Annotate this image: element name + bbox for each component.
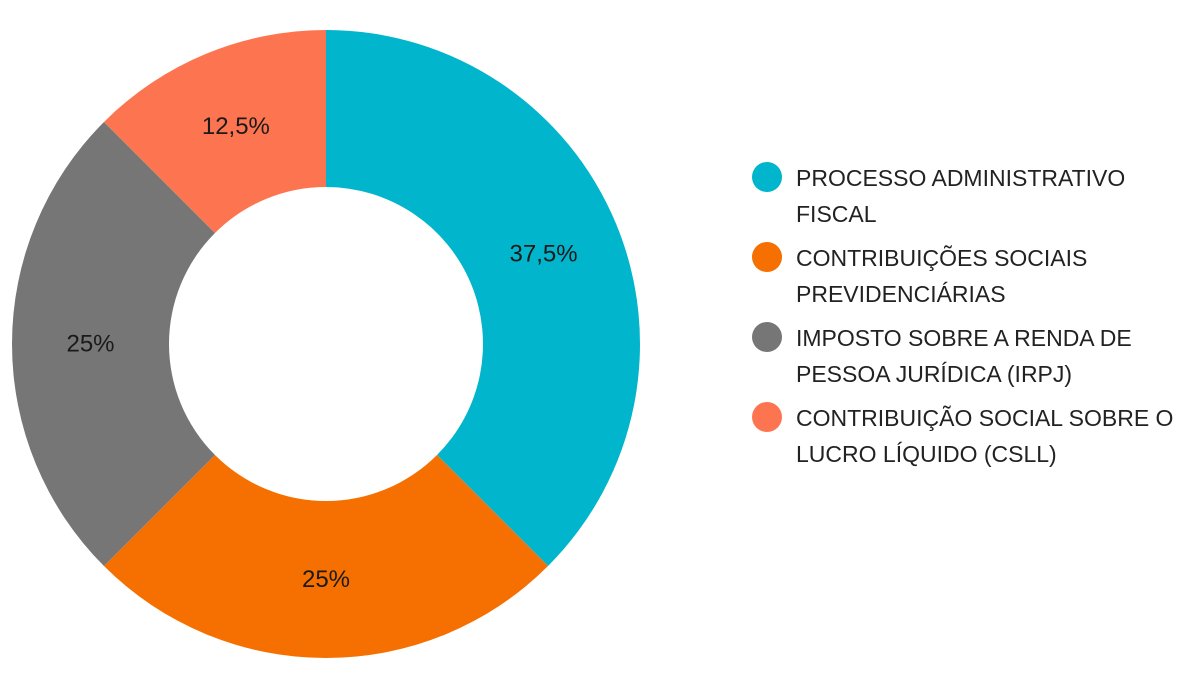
slice-0[interactable] bbox=[326, 30, 641, 567]
legend-item-0[interactable]: PROCESSO ADMINISTRATIVO FISCAL bbox=[752, 160, 1192, 232]
slice-label-2: 25% bbox=[66, 331, 114, 358]
legend-swatch-2 bbox=[752, 322, 782, 352]
slice-labels: 37,5% 25% 25% 12,5% bbox=[66, 113, 577, 593]
donut-plot: 37,5% 25% 25% 12,5% bbox=[12, 30, 641, 659]
legend-swatch-1 bbox=[752, 242, 782, 272]
legend-item-3[interactable]: CONTRIBUIÇÃO SOCIAL SOBRE O LUCRO LÍQUID… bbox=[752, 400, 1192, 472]
legend-label-1: CONTRIBUIÇÕES SOCIAIS PREVIDENCIÁRIAS bbox=[796, 245, 1088, 307]
legend: PROCESSO ADMINISTRATIVO FISCAL CONTRIBUI… bbox=[752, 160, 1192, 480]
slice-label-1: 25% bbox=[302, 566, 350, 593]
legend-item-1[interactable]: CONTRIBUIÇÕES SOCIAIS PREVIDENCIÁRIAS bbox=[752, 240, 1192, 312]
legend-label-0: PROCESSO ADMINISTRATIVO FISCAL bbox=[796, 165, 1126, 227]
slice-3[interactable] bbox=[103, 30, 326, 233]
slice-label-0: 37,5% bbox=[510, 240, 578, 267]
legend-item-2[interactable]: IMPOSTO SOBRE A RENDA DE PESSOA JURÍDICA… bbox=[752, 320, 1192, 392]
legend-label-2: IMPOSTO SOBRE A RENDA DE PESSOA JURÍDICA… bbox=[796, 325, 1132, 387]
slice-label-3: 12,5% bbox=[202, 113, 270, 140]
legend-swatch-3 bbox=[752, 402, 782, 432]
slice-2[interactable] bbox=[12, 121, 215, 567]
slice-1[interactable] bbox=[103, 455, 549, 659]
legend-swatch-0 bbox=[752, 162, 782, 192]
slices bbox=[12, 30, 641, 659]
legend-label-3: CONTRIBUIÇÃO SOCIAL SOBRE O LUCRO LÍQUID… bbox=[796, 405, 1174, 467]
